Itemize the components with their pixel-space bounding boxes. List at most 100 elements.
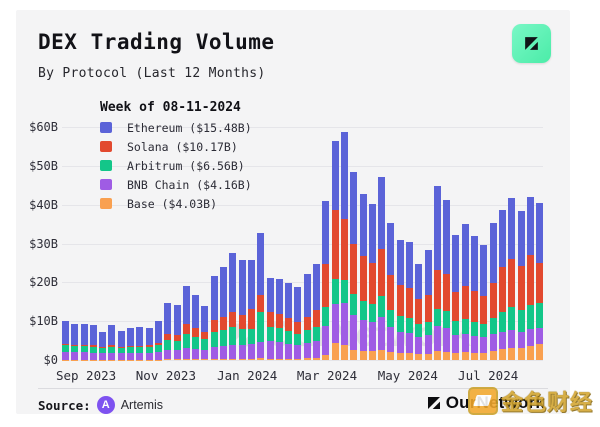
bar-segment-bnb-chain	[71, 352, 79, 360]
bar-segment-arbitrum	[127, 347, 135, 354]
legend-item: Arbitrum ($6.56B)	[100, 158, 252, 173]
bar-segment-ethereum	[154, 321, 162, 343]
bar-segment-ethereum	[173, 304, 181, 335]
bar-segment-solana	[257, 294, 265, 312]
stacked-bar-week	[136, 127, 144, 360]
bar-segment-solana	[108, 345, 116, 347]
footer-divider	[38, 388, 548, 389]
brand-footer: OurNetwork	[426, 393, 545, 413]
bar-segment-solana	[201, 332, 209, 340]
bar-segment-arbitrum	[99, 348, 107, 354]
bar-segment-solana	[489, 283, 497, 319]
bar-segment-bnb-chain	[471, 335, 479, 353]
bar-segment-bnb-chain	[238, 345, 246, 359]
x-axis-tick-label: Mar 2024	[296, 368, 358, 383]
bar-segment-ethereum	[313, 263, 321, 311]
bar-segment-arbitrum	[461, 318, 469, 334]
bar-segment-solana	[247, 309, 255, 329]
bar-segment-solana	[192, 328, 200, 337]
bar-segment-solana	[331, 210, 339, 280]
bar-segment-bnb-chain	[322, 326, 330, 356]
bar-segment-base	[396, 353, 404, 360]
bar-segment-arbitrum	[322, 306, 330, 327]
bar-segment-solana	[303, 316, 311, 331]
stacked-bar-week	[452, 127, 460, 360]
bar-segment-arbitrum	[415, 324, 423, 337]
bar-segment-arbitrum	[480, 323, 488, 337]
gridline	[62, 204, 543, 206]
bar-segment-arbitrum	[238, 328, 246, 346]
bar-segment-arbitrum	[387, 309, 395, 327]
legend-item: BNB Chain ($4.16B)	[100, 177, 252, 192]
bar-segment-ethereum	[526, 196, 534, 256]
stacked-bar-week	[322, 127, 330, 360]
bar-segment-base	[201, 359, 209, 360]
legend-label: BNB Chain ($4.16B)	[127, 177, 252, 192]
stacked-bar-week	[443, 127, 451, 360]
bar-segment-bnb-chain	[452, 335, 460, 353]
legend-label: Arbitrum ($6.56B)	[127, 158, 245, 173]
bar-segment-ethereum	[508, 198, 516, 259]
stacked-bar-week	[266, 127, 274, 360]
bar-segment-bnb-chain	[294, 345, 302, 359]
bar-segment-arbitrum	[164, 339, 172, 350]
bar-segment-base	[266, 358, 274, 360]
bar-segment-solana	[517, 265, 525, 311]
bar-segment-ethereum	[415, 263, 423, 300]
bar-segment-arbitrum	[117, 347, 125, 354]
bar-segment-bnb-chain	[80, 352, 88, 360]
bar-segment-ethereum	[247, 259, 255, 310]
bar-segment-ethereum	[452, 234, 460, 293]
stacked-bar-week	[396, 127, 404, 360]
stacked-bar-week	[517, 127, 525, 360]
bar-segment-arbitrum	[210, 331, 218, 348]
bar-segment-bnb-chain	[247, 343, 255, 359]
bar-segment-solana	[433, 269, 441, 309]
bar-segment-base	[257, 358, 265, 360]
bar-segment-ethereum	[489, 223, 497, 284]
bar-segment-bnb-chain	[405, 332, 413, 354]
bar-segment-arbitrum	[266, 326, 274, 342]
stacked-bar-week	[415, 127, 423, 360]
bar-segment-base	[433, 351, 441, 360]
bar-segment-bnb-chain	[164, 349, 172, 360]
bar-segment-solana	[368, 262, 376, 304]
bar-segment-solana	[275, 314, 283, 328]
stacked-bar-week	[313, 127, 321, 360]
bar-segment-bnb-chain	[359, 320, 367, 352]
bar-segment-arbitrum	[108, 346, 116, 353]
source-label: Source:	[38, 397, 91, 413]
stacked-bar-week	[331, 127, 339, 360]
bar-segment-base	[192, 359, 200, 360]
bar-segment-solana	[405, 287, 413, 319]
bar-segment-bnb-chain	[127, 353, 135, 360]
bar-segment-base	[359, 351, 367, 360]
bar-segment-ethereum	[461, 224, 469, 286]
stacked-bar-week	[405, 127, 413, 360]
bar-segment-ethereum	[99, 331, 107, 348]
y-axis-tick-label: $30B	[29, 236, 58, 251]
source-attribution: Source: A Artemis	[38, 396, 163, 414]
bar-segment-arbitrum	[229, 327, 237, 345]
bar-segment-base	[415, 354, 423, 360]
stacked-bar-week	[471, 127, 479, 360]
bar-segment-arbitrum	[257, 311, 265, 343]
stacked-bar-week	[108, 127, 116, 360]
stacked-bar-week	[489, 127, 497, 360]
source-name: Artemis	[120, 398, 164, 412]
bar-segment-arbitrum	[443, 311, 451, 328]
bar-segment-arbitrum	[313, 326, 321, 341]
bar-segment-bnb-chain	[517, 331, 525, 349]
ournetwork-logo-badge	[512, 24, 551, 63]
bar-segment-base	[173, 359, 181, 360]
bar-segment-ethereum	[145, 328, 153, 346]
bar-segment-bnb-chain	[62, 351, 69, 360]
bar-segment-base	[424, 353, 432, 360]
stacked-bar-week	[257, 127, 265, 360]
bar-segment-solana	[415, 299, 423, 325]
bar-segment-bnb-chain	[508, 329, 516, 348]
chart-legend: Week of 08-11-2024 Ethereum ($15.48B) Sol…	[100, 100, 252, 217]
legend-swatch-icon	[100, 160, 112, 171]
bar-segment-solana	[294, 321, 302, 334]
stacked-bar-week	[127, 127, 135, 360]
